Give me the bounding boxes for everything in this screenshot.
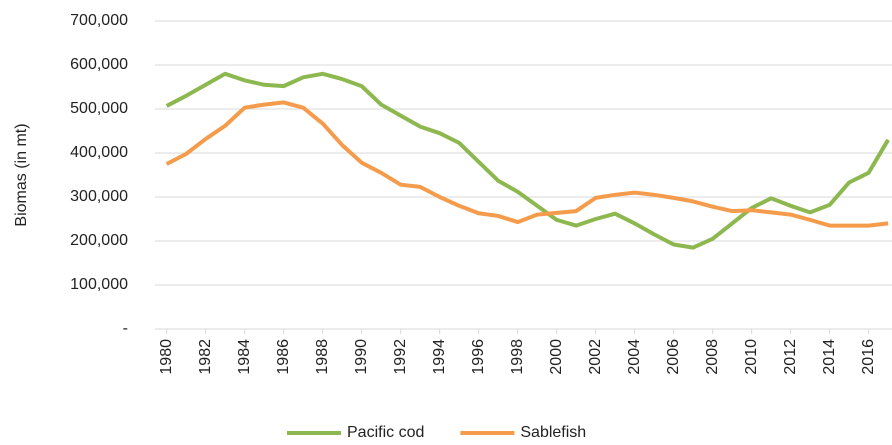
x-tick-label: 1988: [314, 339, 331, 375]
x-tick-label: 1986: [275, 339, 292, 375]
x-tick-label: 2006: [665, 339, 682, 375]
y-axis-label: Biomas (in mt): [13, 123, 30, 226]
legend-label: Sablefish: [520, 424, 586, 441]
y-tick-label: 700,000: [70, 12, 128, 29]
x-tick-label: 2016: [860, 339, 877, 375]
legend-label: Pacific cod: [347, 424, 424, 441]
y-tick-label: 400,000: [70, 144, 128, 161]
x-tick-label: 2002: [587, 339, 604, 375]
x-tick-label: 1994: [431, 339, 448, 375]
y-tick-label: 100,000: [70, 276, 128, 293]
x-tick-label: 1992: [392, 339, 409, 375]
y-tick-label: 500,000: [70, 100, 128, 117]
series-line: [165, 100, 889, 228]
x-tick-label: 2008: [704, 339, 721, 375]
x-tick-label: 1984: [236, 339, 253, 375]
y-tick-label: 200,000: [70, 232, 128, 249]
x-tick-label: 2014: [821, 339, 838, 375]
x-tick-label: 1990: [353, 339, 370, 375]
x-tick-label: 2010: [743, 339, 760, 375]
x-tick-label: 2012: [782, 339, 799, 375]
y-tick-label: -: [123, 320, 128, 337]
y-tick-label: 600,000: [70, 56, 128, 73]
series-line: [165, 71, 890, 250]
x-tick-label: 1998: [509, 339, 526, 375]
x-tick-label: 2000: [548, 339, 565, 375]
x-tick-label: 2004: [626, 339, 643, 375]
x-tick-label: 1982: [197, 339, 214, 375]
x-tick-label: 1980: [158, 339, 175, 375]
y-tick-label: 300,000: [70, 188, 128, 205]
x-tick-label: 1996: [470, 339, 487, 375]
